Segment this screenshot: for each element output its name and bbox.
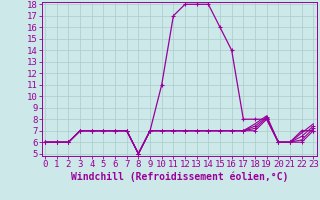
X-axis label: Windchill (Refroidissement éolien,°C): Windchill (Refroidissement éolien,°C) <box>70 172 288 182</box>
